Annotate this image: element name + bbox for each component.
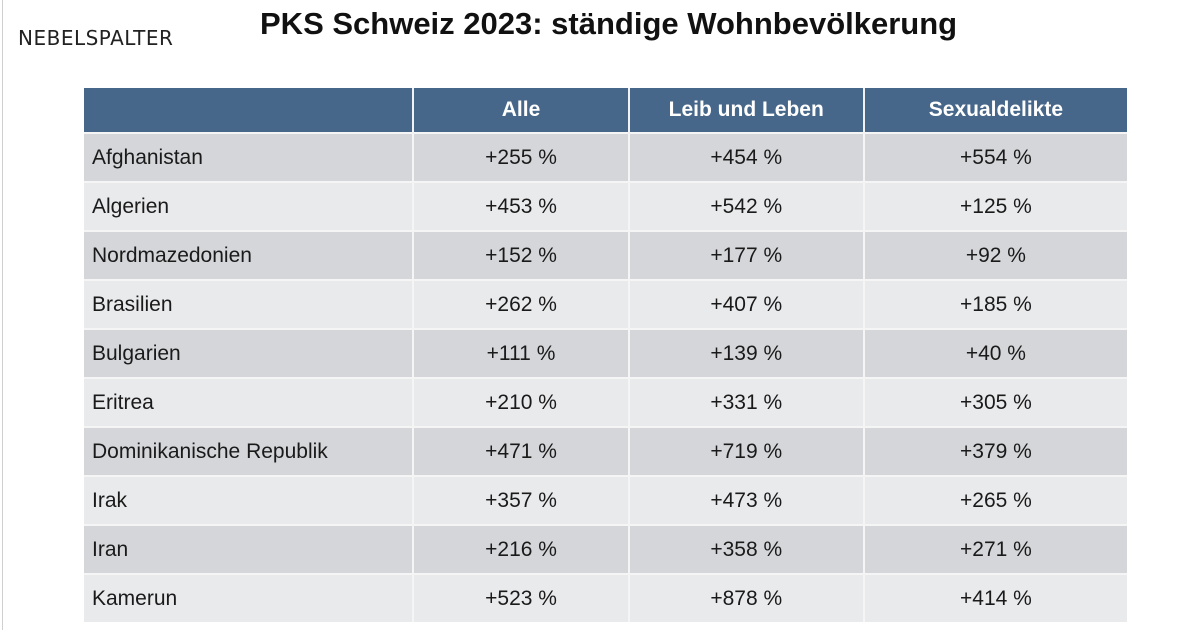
value-cell: +878 % <box>628 573 865 622</box>
country-cell: Iran <box>84 524 415 574</box>
table-row: Algerien +453 % +542 % +125 % <box>84 181 1127 231</box>
value-cell: +305 % <box>863 377 1127 427</box>
country-cell: Nordmazedonien <box>84 230 415 280</box>
table-row: Dominikanische Republik +471 % +719 % +379 … <box>84 426 1127 476</box>
page-title: PKS Schweiz 2023: ständige Wohnbevölkeru… <box>260 6 958 41</box>
value-cell: +473 % <box>628 475 865 525</box>
country-cell: Bulgarien <box>84 328 415 378</box>
value-cell: +262 % <box>413 279 630 329</box>
country-cell: Brasilien <box>84 279 415 329</box>
column-header: Sexualdelikte <box>863 88 1127 133</box>
value-cell: +719 % <box>628 426 865 476</box>
value-cell: +216 % <box>413 524 630 574</box>
value-cell: +271 % <box>863 524 1127 574</box>
logo: NEBELSPALTER <box>18 26 174 50</box>
table-row: Afghanistan +255 % +454 % +554 % <box>84 132 1127 182</box>
country-cell: Irak <box>84 475 415 525</box>
value-cell: +177 % <box>628 230 865 280</box>
country-cell: Afghanistan <box>84 132 415 182</box>
value-cell: +125 % <box>863 181 1127 231</box>
country-cell: Dominikanische Republik <box>84 426 415 476</box>
value-cell: +358 % <box>628 524 865 574</box>
value-cell: +152 % <box>413 230 630 280</box>
table-row: Brasilien +262 % +407 % +185 % <box>84 279 1127 329</box>
table-row: Nordmazedonien +152 % +177 % +92 % <box>84 230 1127 280</box>
country-cell: Algerien <box>84 181 415 231</box>
value-cell: +185 % <box>863 279 1127 329</box>
value-cell: +40 % <box>863 328 1127 378</box>
value-cell: +331 % <box>628 377 865 427</box>
country-cell: Eritrea <box>84 377 415 427</box>
value-cell: +554 % <box>863 132 1127 182</box>
data-table: Alle Leib und Leben Sexualdelikte Afghanis… <box>84 88 1127 622</box>
value-cell: +453 % <box>413 181 630 231</box>
table-row: Eritrea +210 % +331 % +305 % <box>84 377 1127 427</box>
column-header: Leib und Leben <box>628 88 865 133</box>
value-cell: +357 % <box>413 475 630 525</box>
header-row: Alle Leib und Leben Sexualdelikte <box>84 88 1127 133</box>
value-cell: +471 % <box>413 426 630 476</box>
value-cell: +255 % <box>413 132 630 182</box>
table-row: Bulgarien +111 % +139 % +40 % <box>84 328 1127 378</box>
column-header: Alle <box>413 88 630 133</box>
value-cell: +210 % <box>413 377 630 427</box>
value-cell: +407 % <box>628 279 865 329</box>
value-cell: +454 % <box>628 132 865 182</box>
value-cell: +379 % <box>863 426 1127 476</box>
value-cell: +265 % <box>863 475 1127 525</box>
value-cell: +92 % <box>863 230 1127 280</box>
country-cell: Kamerun <box>84 573 415 622</box>
table-row: Kamerun +523 % +878 % +414 % <box>84 573 1127 622</box>
value-cell: +139 % <box>628 328 865 378</box>
value-cell: +414 % <box>863 573 1127 622</box>
left-border <box>2 0 3 630</box>
value-cell: +523 % <box>413 573 630 622</box>
table-row: Iran +216 % +358 % +271 % <box>84 524 1127 574</box>
table-row: Irak +357 % +473 % +265 % <box>84 475 1127 525</box>
value-cell: +542 % <box>628 181 865 231</box>
value-cell: +111 % <box>413 328 630 378</box>
column-header <box>84 88 415 133</box>
